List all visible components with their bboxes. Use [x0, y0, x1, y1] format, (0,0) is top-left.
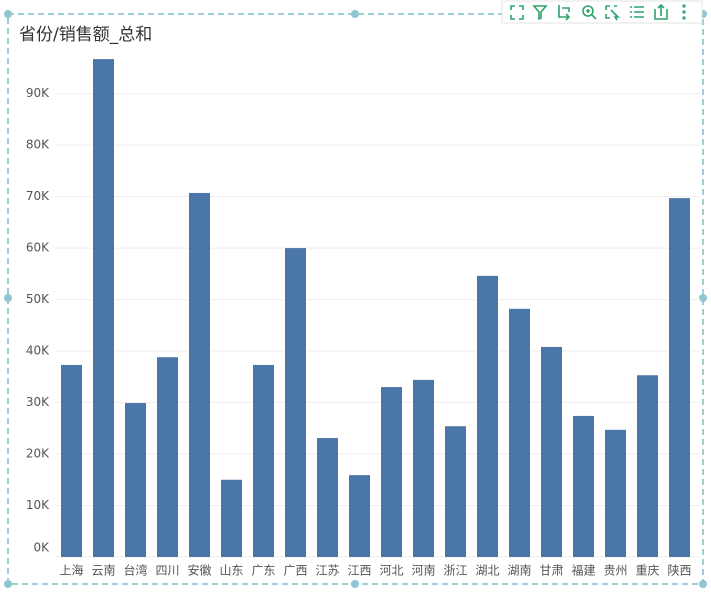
bar	[221, 479, 242, 557]
y-tick-label: 0K	[33, 541, 50, 555]
bar	[93, 59, 114, 558]
x-tick-label: 湖北	[475, 563, 499, 578]
swap-icon[interactable]	[558, 5, 571, 21]
list-icon[interactable]	[630, 6, 644, 18]
bar	[61, 364, 82, 557]
x-tick-label: 江西	[347, 564, 371, 578]
bar	[669, 198, 690, 558]
x-tick-label: 台湾	[123, 563, 147, 578]
export-icon[interactable]	[654, 3, 668, 20]
x-tick-label: 贵州	[603, 564, 627, 578]
toolbar-bg	[501, 0, 703, 24]
bar	[157, 357, 178, 557]
bar	[285, 248, 306, 558]
x-tick-label: 河南	[411, 563, 435, 578]
zoom-icon[interactable]	[582, 5, 597, 20]
filter-icon[interactable]	[532, 5, 548, 21]
x-tick-label: 云南	[91, 563, 115, 578]
bar	[445, 426, 466, 557]
bar	[637, 375, 658, 557]
y-tick-label: 90K	[26, 86, 50, 100]
x-tick-label: 湖南	[507, 563, 531, 578]
bar	[189, 192, 210, 557]
chart-title: 省份/销售额_总和	[19, 25, 152, 45]
y-tick-label: 30K	[26, 395, 50, 409]
y-tick-label: 40K	[26, 344, 50, 358]
y-tick-label: 10K	[26, 498, 50, 512]
toolbar	[501, 0, 703, 24]
bar	[573, 415, 594, 557]
x-tick-label: 广西	[283, 564, 307, 578]
x-tick-label: 河北	[379, 564, 403, 578]
x-tick-label: 陕西	[667, 563, 691, 578]
bar	[509, 308, 530, 557]
x-tick-label: 广东	[251, 564, 275, 578]
bar	[541, 346, 562, 557]
bar	[317, 438, 338, 557]
bar	[125, 403, 146, 557]
select-icon[interactable]	[605, 5, 620, 21]
x-tick-label: 甘肃	[539, 564, 563, 578]
bar	[477, 275, 498, 557]
bar	[605, 429, 626, 557]
y-tick-label: 20K	[26, 447, 50, 461]
bar	[253, 364, 274, 557]
bar	[413, 379, 434, 557]
x-tick-label: 江苏	[315, 564, 339, 578]
x-tick-label: 上海	[59, 563, 83, 578]
x-tick-label: 四川	[155, 564, 179, 578]
fullscreen-icon[interactable]	[510, 5, 524, 20]
y-tick-label: 60K	[26, 241, 50, 255]
x-tick-label: 安徽	[187, 563, 211, 578]
more-icon[interactable]	[682, 4, 686, 20]
x-tick-label: 重庆	[635, 564, 659, 578]
x-tick-label: 福建	[571, 563, 595, 578]
bar	[381, 387, 402, 557]
x-tick-label: 山东	[219, 564, 243, 578]
y-tick-label: 80K	[26, 138, 50, 152]
y-tick-label: 70K	[26, 189, 50, 203]
y-tick-label: 50K	[26, 292, 50, 306]
x-tick-label: 浙江	[443, 564, 467, 578]
bar	[349, 475, 370, 557]
